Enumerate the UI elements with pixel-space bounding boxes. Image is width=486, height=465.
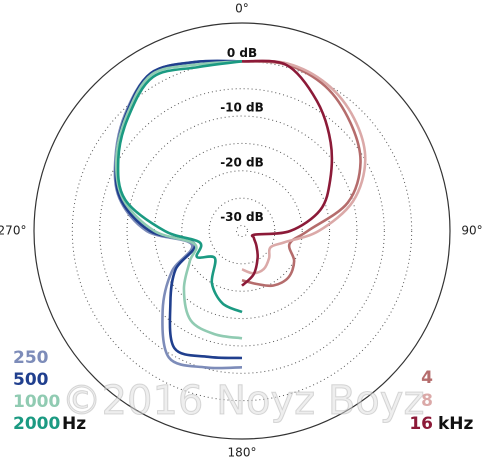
r-tick-label: -10 dB xyxy=(220,101,264,115)
r-tick-label: 0 dB xyxy=(227,46,257,60)
polar-line xyxy=(241,60,362,288)
legend-label: 1000 xyxy=(13,392,60,412)
legend-label: 2000 xyxy=(13,414,60,434)
r-tick-label: -30 dB xyxy=(220,210,264,224)
theta-tick-label: 270° xyxy=(0,224,26,238)
outer-circle xyxy=(33,22,451,440)
legend-label: 250 xyxy=(13,348,49,368)
legend-unit: Hz xyxy=(62,414,86,434)
grid-ring xyxy=(126,115,358,347)
theta-tick-label: 180° xyxy=(228,446,257,460)
grid-ring xyxy=(71,60,413,402)
theta-tick-label: 90° xyxy=(461,224,482,238)
theta-tick-label: 0° xyxy=(235,2,249,16)
polar-line xyxy=(241,59,367,275)
legend-label: 4 xyxy=(421,368,433,388)
grid-ring xyxy=(181,170,303,292)
polar-line xyxy=(114,60,243,340)
legend-label: 500 xyxy=(13,370,49,390)
grid-ring xyxy=(153,142,331,320)
polar-line xyxy=(114,59,243,360)
grid-ring xyxy=(208,197,276,265)
watermark: ©2016 Noyz Boyz xyxy=(62,378,425,424)
legend-label: 8 xyxy=(421,391,433,411)
grid-ring xyxy=(99,88,385,374)
polar-line xyxy=(241,59,334,287)
polar-line xyxy=(116,60,243,314)
legend-label: 16 xyxy=(409,414,433,434)
grid-ring xyxy=(236,225,248,237)
legend-unit: kHz xyxy=(438,414,474,434)
r-tick-label: -20 dB xyxy=(220,155,264,169)
